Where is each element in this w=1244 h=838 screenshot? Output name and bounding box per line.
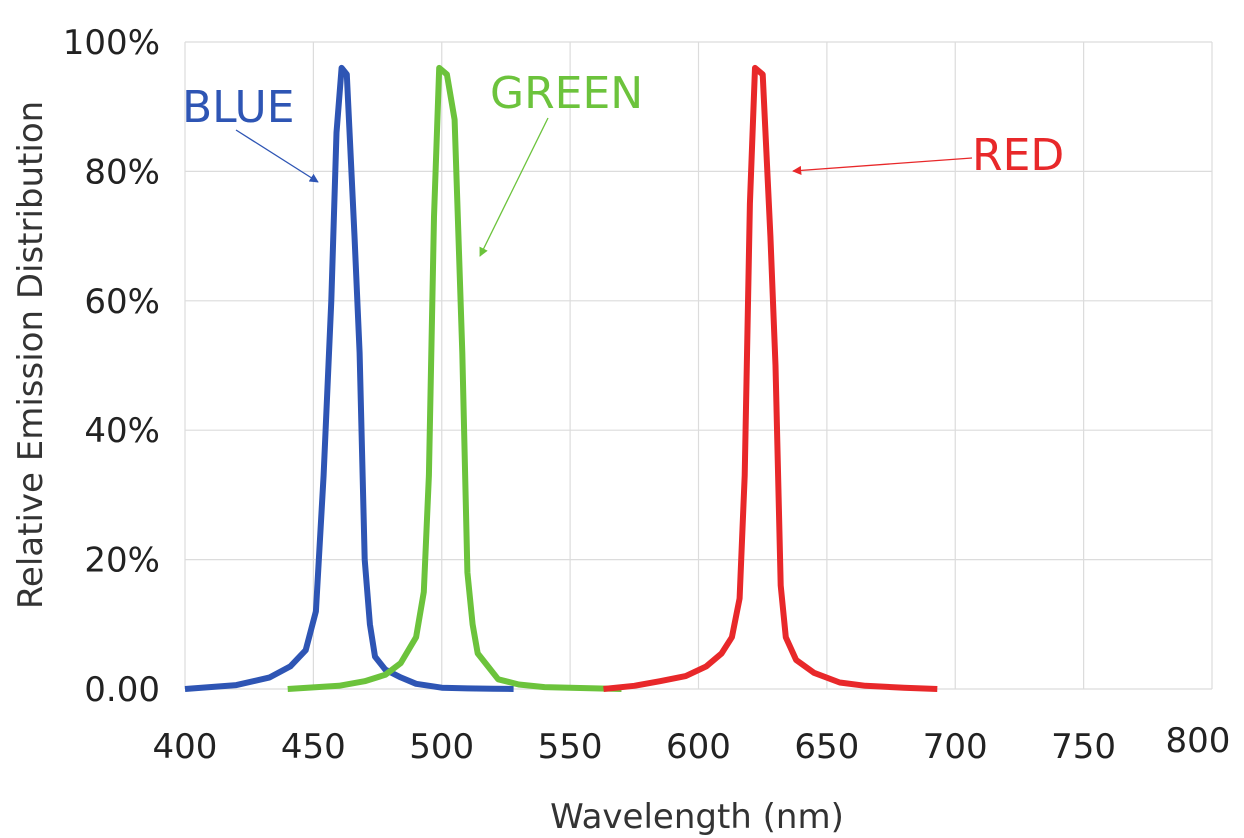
y-tick-label: 40% [84, 411, 160, 451]
x-tick-label: 550 [538, 727, 603, 767]
annotation-label-red: RED [972, 130, 1064, 181]
annotation-label-blue: BLUE [182, 82, 295, 133]
x-tick-label: 500 [409, 727, 474, 767]
x-tick-label: 400 [153, 727, 218, 767]
x-tick-label: 650 [794, 727, 859, 767]
y-tick-label: 80% [84, 152, 160, 192]
x-tick-label: 750 [1051, 727, 1116, 767]
x-axis-title: Wavelength (nm) [550, 797, 844, 837]
annotation-arrow [792, 157, 973, 175]
series-line-green [287, 64, 622, 692]
y-tick-label: 60% [84, 282, 160, 322]
grid [184, 41, 1213, 690]
series-lines [184, 64, 938, 692]
annotation-arrow [479, 117, 549, 257]
annotation-label-green: GREEN [490, 68, 643, 119]
x-tick-label: 450 [281, 727, 346, 767]
series-line-blue [184, 64, 514, 692]
annotations: BLUE GREEN RED [182, 68, 1064, 257]
x-tick-label: 600 [666, 727, 731, 767]
y-tick-label: 100% [63, 23, 160, 63]
tick-labels: 400 450 500 550 600 650 700 750 800 0.00 20% 40% 60%… [63, 23, 1231, 767]
y-axis-title: Relative Emission Distribution [11, 101, 51, 609]
y-tick-label: 20% [84, 541, 160, 581]
series-line-red [603, 64, 938, 692]
y-tick-label: 0.00 [84, 670, 160, 710]
x-tick-label: 800 [1166, 721, 1231, 761]
annotation-arrow [235, 129, 319, 183]
x-tick-label: 700 [923, 727, 988, 767]
